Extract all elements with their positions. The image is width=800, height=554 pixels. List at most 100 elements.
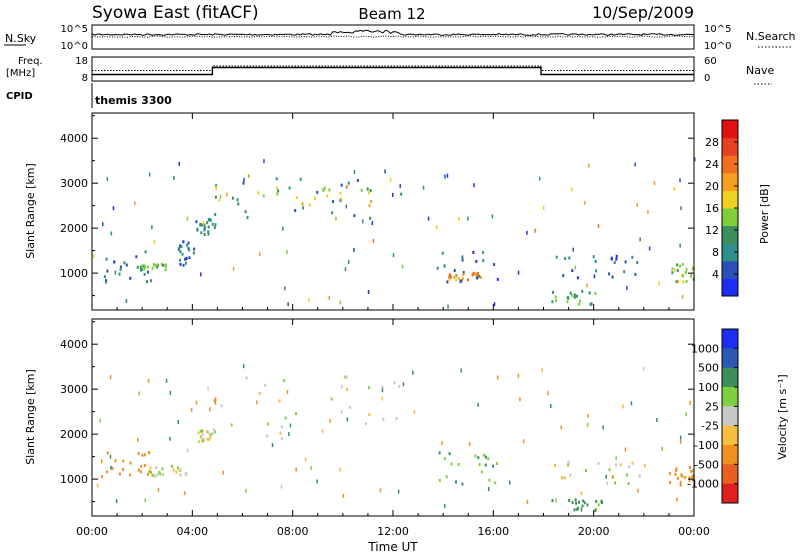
colorbar-tick-label: 25 — [705, 400, 719, 413]
scatter-cell — [422, 185, 425, 190]
scatter-cell — [606, 481, 609, 485]
colorbar-segment — [722, 225, 738, 244]
colorbar-tick-label: 8 — [712, 246, 719, 259]
scatter-cell — [339, 191, 342, 195]
scatter-cell — [595, 499, 598, 503]
scatter-cell — [143, 464, 146, 467]
scatter-cell — [280, 425, 283, 429]
scatter-cell — [209, 435, 212, 439]
scatter-cell — [178, 248, 181, 252]
freq-unit-label: [MHz] — [6, 68, 35, 79]
scatter-cell — [449, 274, 452, 278]
scatter-cell — [567, 463, 570, 467]
colorbar-segment — [722, 483, 738, 504]
scatter-cell — [577, 506, 580, 510]
scatter-cell — [581, 289, 584, 293]
scatter-cell — [157, 487, 160, 492]
scatter-cell — [673, 187, 675, 191]
scatter-cell — [308, 203, 311, 207]
scatter-cell — [106, 451, 109, 455]
scatter-cell — [679, 243, 681, 248]
nave-trace — [92, 65, 694, 71]
scatter-cell — [160, 262, 163, 266]
scatter-cell — [135, 255, 138, 259]
velocity-y-axis: 1000 2000 3000 4000 — [60, 321, 694, 503]
scatter-cell — [321, 428, 324, 433]
scatter-cell — [206, 221, 209, 225]
scatter-cell — [188, 256, 191, 260]
scatter-cell — [242, 181, 245, 185]
scatter-cell — [278, 399, 281, 403]
scatter-cell — [368, 191, 370, 195]
scatter-cell — [685, 280, 688, 283]
scatter-cell — [461, 258, 464, 262]
scatter-cell — [684, 476, 687, 479]
scatter-cell — [209, 433, 212, 436]
scatter-cell — [335, 216, 337, 221]
scatter-cell — [152, 473, 155, 477]
scatter-cell — [99, 418, 101, 423]
scatter-cell — [201, 438, 204, 442]
scatter-cell — [669, 481, 672, 484]
scatter-cell — [684, 271, 687, 274]
scatter-cell — [685, 267, 688, 271]
scatter-cell — [560, 476, 563, 480]
scatter-cell — [689, 400, 691, 405]
y-tick-label: 4000 — [60, 338, 88, 351]
scatter-cell — [551, 499, 554, 503]
colorbar-segment — [722, 329, 738, 349]
scatter-cell — [658, 281, 660, 286]
freq-tick-top: 18 — [75, 56, 88, 67]
colorbar-segment — [722, 260, 738, 279]
scatter-cell — [182, 263, 185, 267]
y-tick-label: 2000 — [60, 222, 88, 235]
scatter-cell — [566, 300, 569, 304]
scatter-cell — [342, 493, 345, 498]
scatter-cell — [580, 507, 583, 512]
scatter-cell — [326, 194, 329, 198]
scatter-cell — [110, 231, 113, 236]
scatter-cell — [395, 417, 398, 421]
y-tick-label: 2000 — [60, 428, 88, 441]
scatter-cell — [159, 472, 162, 476]
scatter-cell — [328, 295, 330, 300]
scatter-cell — [276, 192, 279, 196]
colorbar-tick-label: -25 — [701, 420, 719, 433]
freq-tick-bottom: 8 — [82, 73, 88, 84]
scatter-cell — [636, 203, 638, 207]
scatter-cell — [685, 412, 687, 417]
scatter-cell — [441, 441, 443, 446]
scatter-cell — [184, 491, 186, 496]
scatter-cell — [538, 176, 541, 181]
scatter-cell — [226, 192, 228, 197]
scatter-cell — [675, 280, 678, 284]
scatter-cell — [264, 383, 267, 387]
x-tick-label: 04:00 — [176, 525, 208, 538]
scatter-cell — [567, 460, 570, 464]
nave-tick-top: 60 — [704, 56, 717, 67]
colorbar-tick-label: 28 — [705, 136, 719, 149]
scatter-cell — [140, 268, 142, 272]
scatter-cell — [353, 169, 356, 174]
scatter-cell — [482, 251, 485, 255]
scatter-cell — [192, 251, 195, 255]
scatter-cell — [153, 240, 156, 245]
scatter-cell — [92, 254, 95, 259]
scatter-cell — [379, 488, 382, 493]
scatter-cell — [200, 231, 203, 235]
scatter-cell — [214, 430, 217, 434]
scatter-cell — [642, 366, 645, 371]
scatter-cell — [688, 478, 691, 482]
scatter-cell — [441, 251, 444, 255]
scatter-cell — [207, 218, 210, 221]
scatter-cell — [482, 259, 485, 263]
scatter-cell — [340, 197, 343, 201]
scatter-cell — [612, 474, 614, 479]
scatter-cell — [365, 422, 367, 426]
scatter-cell — [492, 464, 494, 468]
scatter-cell — [347, 259, 350, 264]
scatter-cell — [457, 277, 460, 281]
scatter-cell — [625, 473, 628, 477]
y-tick-label: 1000 — [60, 267, 88, 280]
